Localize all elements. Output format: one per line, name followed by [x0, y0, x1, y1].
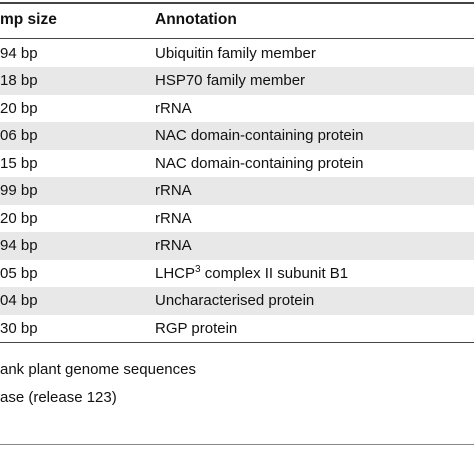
annotation-text: rRNA	[155, 209, 192, 227]
size-cell: 30 bp	[0, 319, 38, 337]
annotation-text: RGP protein	[155, 319, 238, 337]
size-cell: 15 bp	[0, 154, 38, 172]
table-row: 20 bp rRNA	[0, 95, 474, 123]
annotation-cell: rRNA	[155, 205, 192, 233]
size-cell: 04 bp	[0, 292, 38, 309]
bottom-rule	[0, 342, 474, 343]
table-row: 94 bp Ubiquitin family member	[0, 40, 474, 68]
size-cell: 94 bp	[0, 44, 38, 62]
size-cell: 18 bp	[0, 72, 38, 89]
table-row: 18 bp HSP70 family member	[0, 67, 474, 95]
size-cell: 99 bp	[0, 182, 38, 199]
annotation-text: complex II subunit B1	[200, 264, 349, 282]
annotation-cell: RGP protein	[155, 315, 237, 343]
annotation-cell: NAC domain-containing protein	[155, 122, 363, 150]
annotation-text: HSP70 family member	[155, 72, 306, 89]
size-cell: 20 bp	[0, 99, 38, 117]
footnote: ank plant genome sequences	[0, 361, 196, 378]
size-cell: 05 bp	[0, 264, 38, 282]
header-cell: mp size	[0, 11, 57, 28]
table-row: 15 bp NAC domain-containing protein	[0, 150, 474, 178]
table-row: 06 bp NAC domain-containing protein	[0, 122, 474, 150]
annotation-text: LHCP	[155, 264, 196, 282]
annotation-cell: HSP70 family member	[155, 67, 305, 95]
size-cell: 20 bp	[0, 209, 38, 227]
table-row: 94 bp rRNA	[0, 232, 474, 260]
annotation-text: Ubiquitin family member	[155, 44, 316, 62]
table-row: 20 bp rRNA	[0, 205, 474, 233]
footnote: ase (release 123)	[0, 389, 117, 406]
annotation-text: rRNA	[155, 237, 192, 254]
annotation-cell: rRNA	[155, 177, 192, 205]
annotation-cell: rRNA	[155, 95, 192, 123]
annotation-text: NAC domain-containing protein	[155, 154, 364, 172]
annotation-cell: Uncharacterised protein	[155, 287, 314, 315]
annotation-text: rRNA	[155, 99, 192, 117]
annotation-text: rRNA	[155, 182, 192, 199]
annotation-cell: NAC domain-containing protein	[155, 150, 363, 178]
annotation-cell: LHCP3 complex II subunit B1	[155, 260, 348, 288]
size-cell: 94 bp	[0, 237, 38, 254]
page-rule	[0, 444, 474, 445]
top-rule	[0, 2, 474, 4]
table-row: 05 bp LHCP3 complex II subunit B1	[0, 260, 474, 288]
annotation-cell: rRNA	[155, 232, 192, 260]
table-row: 99 bp rRNA	[0, 177, 474, 205]
header-cell: Annotation	[155, 11, 237, 28]
size-cell: 06 bp	[0, 127, 38, 144]
annotation-text: Uncharacterised protein	[155, 292, 315, 309]
table-row: 04 bp Uncharacterised protein	[0, 287, 474, 315]
annotation-text: NAC domain-containing protein	[155, 127, 364, 144]
footnote-marker: 3	[195, 263, 201, 275]
annotation-cell: Ubiquitin family member	[155, 40, 316, 68]
table-row: 30 bp RGP protein	[0, 315, 474, 343]
header-rule	[0, 38, 474, 39]
